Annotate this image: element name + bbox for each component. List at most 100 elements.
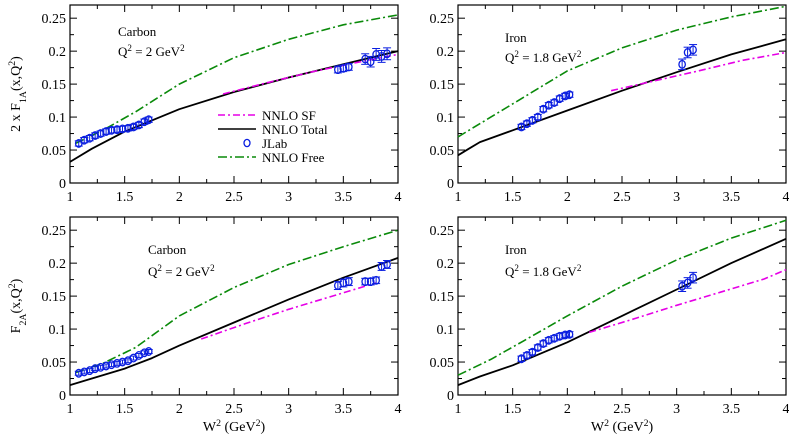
jlab-point xyxy=(107,125,116,135)
x-tick-label: 2.5 xyxy=(225,402,243,417)
x-tick-label: 2.5 xyxy=(613,190,631,205)
panel-label: Q2 = 2 GeV2 xyxy=(148,263,215,279)
x-tick-label: 2 xyxy=(176,190,183,205)
y-tick-label: 0.1 xyxy=(49,111,67,126)
y-tick-label: 0 xyxy=(447,177,454,192)
panel-label: Q2 = 2 GeV2 xyxy=(118,43,185,59)
panel-bottom-right: 1 1.5 2 2.5 3 3.5 4 0 0.05 0.1 0.15 0.2 0.25 Iron Q2 =… xyxy=(430,216,789,436)
y-tick-label: 0.25 xyxy=(430,12,455,27)
series-line-free xyxy=(75,229,399,374)
jlab-point xyxy=(565,90,574,100)
panel-label: Q2 = 1.8 GeV2 xyxy=(505,49,582,65)
jlab-point xyxy=(344,277,353,287)
plot-frame xyxy=(69,216,399,396)
series-line-total xyxy=(457,38,787,157)
jlab-point xyxy=(140,117,149,127)
x-tick-label: 4 xyxy=(783,190,789,205)
series-line-sf xyxy=(610,51,787,92)
panel-label: Carbon xyxy=(118,24,157,39)
jlab-point xyxy=(118,357,127,367)
panel-label: Carbon xyxy=(148,242,187,257)
x-tick-label: 2.5 xyxy=(613,402,631,417)
series-line-free xyxy=(457,5,787,138)
jlab-point xyxy=(366,55,375,68)
jlab-point xyxy=(689,271,698,284)
y-tick-label: 0.05 xyxy=(42,144,67,159)
jlab-point xyxy=(383,260,392,269)
panel-bottom-left: 1 1.5 2 2.5 3 3.5 4 0 0.05 0.1 0.15 0.2 0.25 Carbon Q2… xyxy=(7,216,402,436)
x-tick-label: 1.5 xyxy=(504,402,522,417)
jlab-point xyxy=(339,63,348,73)
panel-label: Q2 = 1.8 GeV2 xyxy=(505,263,582,279)
legend-label-sf: NNLO SF xyxy=(262,108,316,123)
x-tick-label: 1.5 xyxy=(504,190,522,205)
jlab-point xyxy=(144,347,153,356)
x-tick-label: 3 xyxy=(673,190,680,205)
jlab-point xyxy=(91,131,100,140)
y-tick-label: 0.05 xyxy=(430,356,455,371)
panel-label: Iron xyxy=(505,30,527,45)
series-line-free xyxy=(457,219,787,376)
x-tick-label: 3 xyxy=(285,190,292,205)
legend-marker-jlab xyxy=(243,138,251,148)
jlab-point xyxy=(144,115,153,125)
x-tick-label: 4 xyxy=(395,402,402,417)
legend-label-jlab: JLab xyxy=(262,136,287,151)
y-tick-label: 0 xyxy=(447,389,454,404)
y-tick-label: 0.1 xyxy=(437,323,455,338)
x-tick-label: 3.5 xyxy=(723,402,741,417)
series-line-sf xyxy=(222,53,399,95)
x-axis-title: W2 (GeV2) xyxy=(203,418,266,436)
y-tick-label: 0.05 xyxy=(42,356,67,371)
jlab-point xyxy=(377,261,386,271)
x-tick-label: 1 xyxy=(455,190,462,205)
panel-top-right: 1 1.5 2 2.5 3 3.5 4 0 0.05 0.1 0.15 0.2 0.25 Iron Q2 =… xyxy=(430,4,789,205)
x-tick-label: 3.5 xyxy=(723,190,741,205)
jlab-point xyxy=(528,347,537,357)
jlab-point xyxy=(555,331,564,341)
y-axis-title: F2A(x,Q2) xyxy=(7,278,29,333)
series-line-sf xyxy=(588,268,787,334)
x-tick-label: 4 xyxy=(783,402,789,417)
x-tick-label: 2 xyxy=(564,190,571,205)
y-tick-label: 0.15 xyxy=(42,290,67,305)
y-tick-label: 0.2 xyxy=(49,45,67,60)
series-line-total xyxy=(69,257,399,386)
jlab-point xyxy=(689,44,698,56)
x-tick-label: 3 xyxy=(673,402,680,417)
panel-top-left: 1 1.5 2 2.5 3 3.5 4 0 0.05 0.1 0.15 0.2 0.25 Carbon Q2… xyxy=(7,4,402,205)
jlab-point xyxy=(561,91,570,101)
legend-label-total: NNLO Total xyxy=(262,122,328,137)
y-tick-label: 0.15 xyxy=(430,78,455,93)
x-tick-label: 2 xyxy=(176,402,183,417)
y-tick-label: 0.1 xyxy=(49,323,67,338)
y-tick-label: 0.15 xyxy=(430,290,455,305)
x-tick-label: 2 xyxy=(564,402,571,417)
jlab-point xyxy=(372,275,381,285)
y-tick-label: 0.25 xyxy=(42,224,67,239)
jlab-point xyxy=(565,329,574,339)
x-tick-label: 3.5 xyxy=(335,190,353,205)
x-axis-title: W2 (GeV2) xyxy=(591,418,654,436)
y-tick-label: 0.2 xyxy=(49,257,67,272)
jlab-point xyxy=(383,47,392,61)
legend-label-free: NNLO Free xyxy=(262,150,325,165)
x-tick-label: 1 xyxy=(67,190,74,205)
x-tick-label: 4 xyxy=(395,190,402,205)
panel-label: Iron xyxy=(505,242,527,257)
jlab-point xyxy=(344,62,353,72)
x-tick-label: 1 xyxy=(455,402,462,417)
jlab-point xyxy=(113,358,122,368)
y-tick-label: 0.1 xyxy=(437,111,455,126)
y-tick-label: 0.05 xyxy=(430,144,455,159)
x-tick-label: 1.5 xyxy=(116,402,134,417)
y-tick-label: 0 xyxy=(59,177,66,192)
series-line-sf xyxy=(200,282,377,340)
x-tick-label: 1 xyxy=(67,402,74,417)
y-axis-title: 2 x F1A(x,Q2) xyxy=(7,56,29,132)
x-tick-label: 2.5 xyxy=(225,190,243,205)
x-tick-label: 1.5 xyxy=(116,190,134,205)
jlab-point xyxy=(533,112,542,122)
y-tick-label: 0.15 xyxy=(42,78,67,93)
